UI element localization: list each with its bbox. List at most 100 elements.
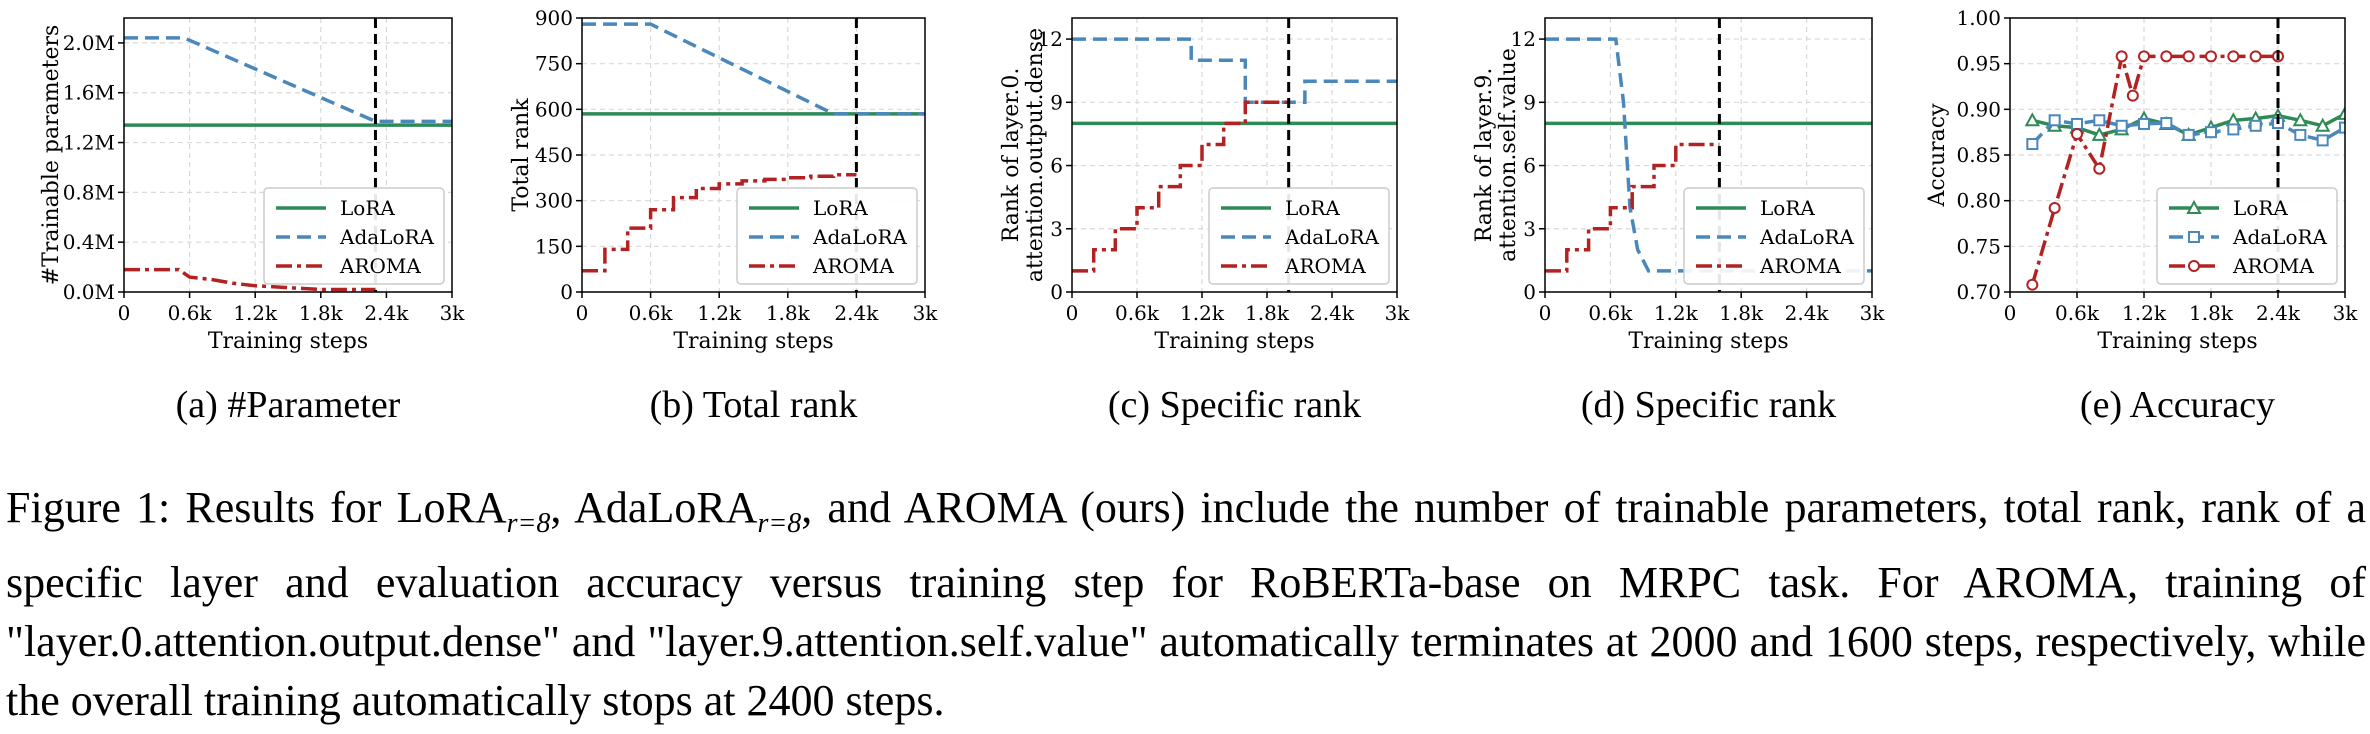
y-tick-label: 0.80 [1956, 189, 2001, 213]
chart-panel-2: 0 0.6k 1.2k 1.8k 2.4k 3k 0 150 300 450 600 750 900 Tr… [509, 6, 938, 426]
caption-rest: , and AROMA (ours) include the number of… [6, 483, 2367, 725]
legend-label: AdaLoRA [339, 225, 435, 249]
x-tick-label: 3k [1860, 301, 1886, 325]
y-tick-label: 12 [1511, 27, 1536, 51]
series-group [582, 22, 925, 273]
data-point-adalora [2294, 128, 2307, 141]
y-tick-label: 0.90 [1956, 97, 2001, 121]
data-point-aroma [2227, 50, 2240, 63]
y-tick-label: 450 [535, 143, 573, 167]
y-axis-label: #Trainable parameters [39, 25, 64, 286]
data-point-adalora [2316, 134, 2329, 147]
y-tick-label: 6 [1050, 154, 1063, 178]
x-tick-label: 1.8k [1719, 301, 1764, 325]
x-tick-label: 1.2k [233, 301, 278, 325]
data-point-aroma [2071, 127, 2083, 140]
x-tick-label: 0 [1066, 301, 1079, 325]
chart-panel-4: 0 0.6k 1.2k 1.8k 2.4k 3k 0 3 6 9 12 Training steps R… [1472, 17, 1886, 426]
legend-label: LoRA [2233, 196, 2288, 220]
x-tick-label: 3k [1385, 301, 1411, 325]
legend-label: LoRA [340, 196, 395, 220]
caption-sub-2: r=8 [757, 507, 802, 539]
series-line-aroma [1545, 142, 1720, 273]
x-axis-label: Training steps [1628, 329, 1788, 354]
data-point-aroma [2026, 278, 2039, 291]
y-tick-label: 0.70 [1956, 280, 2001, 304]
y-tick-label: 600 [535, 97, 573, 121]
data-point-lora [2024, 112, 2041, 127]
legend-marker [2186, 199, 2202, 214]
legend-box [1683, 187, 1865, 285]
y-tick-label: 3 [1523, 217, 1536, 241]
legend-label: AdaLoRA [812, 225, 908, 249]
axes-frame [123, 17, 453, 293]
data-point-adalora [2182, 128, 2195, 141]
y-tick-label: 9 [1523, 90, 1536, 114]
series-line-adalora [582, 22, 925, 116]
figure-panels: 0 0.6k 1.2k 1.8k 2.4k 3k 0.0M 0.4M 0.8M 1.2M 1.6M 2… [39, 6, 2359, 426]
y-axis-label: Rank of layer.0. [999, 68, 1024, 243]
data-point-adalora [2339, 121, 2345, 134]
legend-label: AdaLoRA [1284, 225, 1380, 249]
caption-lead: Figure 1: Results for [6, 483, 397, 532]
y-tick-label: 150 [535, 234, 573, 258]
x-tick-label: 2.4k [834, 301, 879, 325]
legend-label: LoRA [1285, 196, 1340, 220]
legend-label: AROMA [812, 254, 894, 278]
x-tick-label: 0 [1539, 301, 1552, 325]
x-axis-label: Training steps [673, 329, 833, 354]
data-point-adalora [2205, 126, 2217, 139]
series-line-aroma [582, 173, 857, 273]
y-tick-label: 0 [1050, 280, 1063, 304]
legend-marker [2188, 231, 2200, 243]
x-tick-label: 0 [576, 301, 589, 325]
y-tick-label: 0.4M [63, 230, 115, 254]
data-point-adalora [2249, 119, 2262, 132]
x-tick-label: 1.2k [697, 301, 742, 325]
x-tick-label: 0.6k [168, 301, 213, 325]
subcaption: (d) Specific rank [1581, 384, 1836, 426]
data-point-adalora [2048, 114, 2061, 127]
x-tick-label: 1.2k [1654, 301, 1699, 325]
axes-frame [1544, 17, 1873, 293]
x-axis-label: Training steps [208, 329, 368, 354]
data-point-aroma [2138, 50, 2150, 63]
chart-panel-3: 0 0.6k 1.2k 1.8k 2.4k 3k 0 3 6 9 12 Training steps R… [999, 17, 1411, 426]
legend-label: AdaLoRA [2232, 225, 2328, 249]
x-tick-label: 3k [2333, 301, 2359, 325]
data-point-adalora [2071, 117, 2083, 130]
y-tick-label: 0.75 [1956, 234, 2001, 258]
data-point-lora [2314, 117, 2331, 132]
x-tick-label: 2.4k [1785, 301, 1830, 325]
y-tick-label: 750 [535, 52, 573, 76]
subcaption: (e) Accuracy [2080, 384, 2275, 426]
data-point-aroma [2048, 201, 2061, 214]
y-tick-label: 1.2M [63, 131, 115, 155]
x-axis-label: Training steps [1154, 329, 1314, 354]
data-point-adalora [2115, 119, 2128, 132]
y-axis-label: Rank of layer.9. [1472, 68, 1497, 243]
legend-label: AdaLoRA [1759, 225, 1855, 249]
series-line-adalora [1545, 37, 1872, 273]
y-tick-label: 1.6M [63, 81, 115, 105]
data-point-lora [2091, 126, 2108, 141]
x-tick-label: 3k [440, 301, 466, 325]
x-tick-label: 1.2k [2122, 301, 2167, 325]
x-tick-label: 0.6k [1115, 301, 1160, 325]
y-tick-label: 0.95 [1956, 52, 2001, 76]
y-tick-label: 300 [535, 189, 573, 213]
legend-label: LoRA [813, 196, 868, 220]
x-tick-label: 2.4k [1310, 301, 1355, 325]
data-point-aroma [2115, 50, 2128, 63]
x-tick-label: 1.8k [1245, 301, 1290, 325]
y-tick-label: 0.85 [1956, 143, 2001, 167]
data-point-adalora [2160, 117, 2173, 130]
y-tick-label: 3 [1050, 217, 1063, 241]
x-tick-label: 1.8k [2189, 301, 2234, 325]
y-tick-label: 1.00 [1956, 6, 2001, 30]
legend-marker [2188, 260, 2200, 272]
data-point-adalora [2093, 114, 2106, 127]
caption-lora: LoRA [396, 483, 507, 532]
y-tick-label: 0.0M [63, 280, 115, 304]
y-tick-label: 6 [1523, 154, 1536, 178]
